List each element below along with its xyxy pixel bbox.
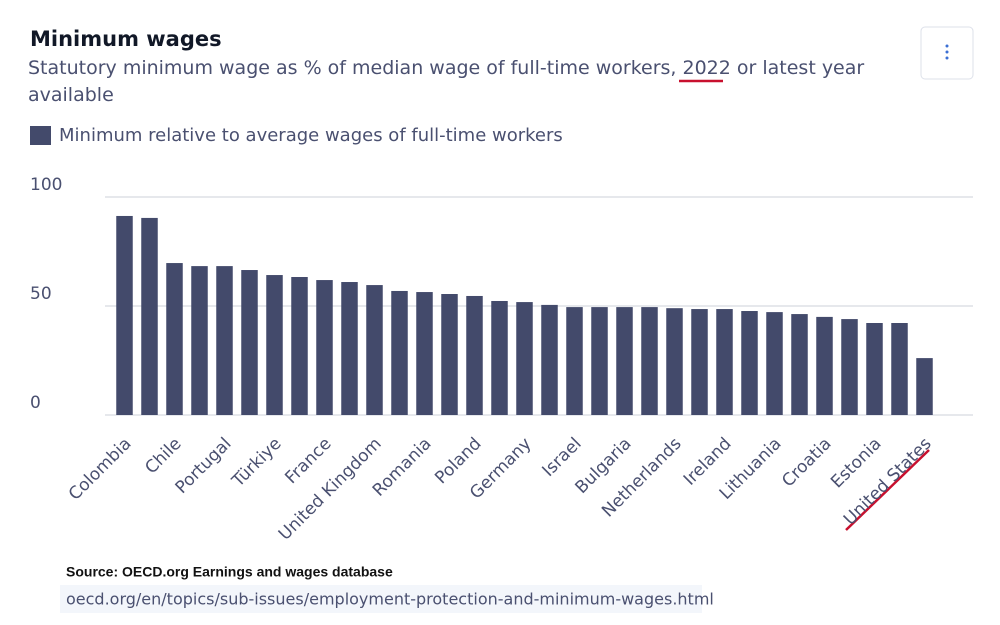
- menu-icon: [945, 44, 949, 60]
- source: Source: OECD.org Earnings and wages data…: [66, 564, 393, 580]
- x-tick-label: Colombia: [65, 434, 136, 505]
- x-tick-label: Croatia: [778, 434, 835, 491]
- bar: [891, 323, 908, 415]
- chart-title: Minimum wages: [30, 27, 222, 51]
- legend-swatch: [30, 126, 51, 145]
- bar: [591, 307, 608, 415]
- bar: [291, 277, 308, 415]
- bar: [716, 309, 733, 415]
- bar: [791, 314, 808, 415]
- y-tick-label: 100: [30, 175, 62, 195]
- bar: [141, 217, 158, 415]
- bar: [441, 294, 458, 415]
- subtitle-box: Statutory minimum wage as % of median wa…: [28, 57, 865, 106]
- bar: [616, 307, 633, 415]
- annotation-underline: [845, 449, 930, 531]
- bar: [416, 292, 433, 415]
- bar: [216, 266, 233, 415]
- bar: [866, 323, 883, 415]
- url[interactable]: oecd.org/en/topics/sub-issues/employment…: [66, 590, 714, 609]
- bar: [816, 316, 833, 415]
- bar: [366, 285, 383, 415]
- bar: [466, 295, 483, 415]
- bar: [191, 266, 208, 415]
- x-tick-label: Portugal: [172, 434, 236, 498]
- x-tick-label: Israel: [539, 434, 586, 481]
- y-tick-label: 0: [30, 393, 41, 413]
- bar: [691, 309, 708, 415]
- x-tick-label: Türkiye: [228, 434, 286, 492]
- bar: [341, 282, 358, 415]
- bar: [541, 304, 558, 415]
- bar: [491, 300, 508, 415]
- x-tick-label: United States: [840, 434, 936, 530]
- bar: [116, 215, 133, 415]
- chart-subtitle: Statutory minimum wage as % of median wa…: [28, 57, 865, 106]
- bar: [641, 307, 658, 415]
- bar: [391, 290, 408, 415]
- y-tick-label: 50: [30, 284, 52, 304]
- bar: [241, 270, 258, 415]
- bar: [166, 263, 183, 415]
- bar: [316, 280, 333, 415]
- url-box: [60, 585, 702, 613]
- bar: [666, 308, 683, 415]
- x-tick-label: Chile: [141, 434, 185, 478]
- bar: [841, 319, 858, 415]
- bar: [566, 307, 583, 415]
- bar: [516, 302, 533, 415]
- bar: [741, 311, 758, 415]
- legend-label: Minimum relative to average wages of ful…: [59, 125, 563, 146]
- bar: [266, 275, 283, 415]
- bar: [766, 312, 783, 415]
- bar: [916, 358, 933, 415]
